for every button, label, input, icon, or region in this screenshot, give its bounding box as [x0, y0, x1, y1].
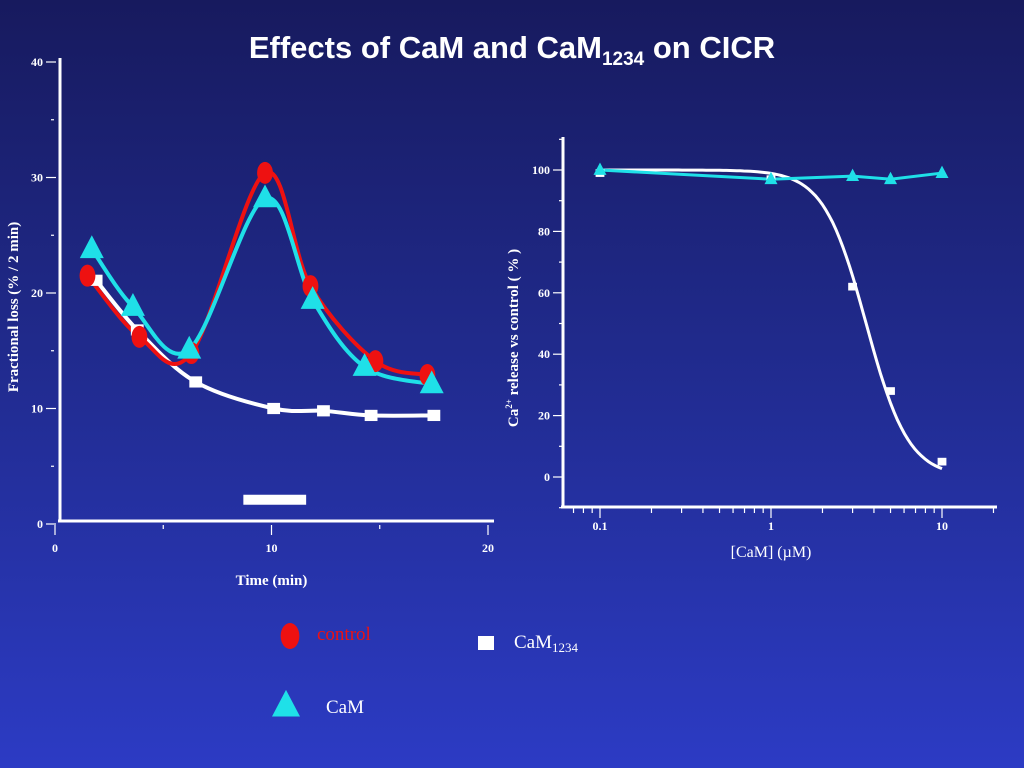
legend-label-cam1234: CaM1234: [514, 632, 578, 656]
point-cam1234: [848, 282, 857, 291]
right-y-tick-label: 60: [538, 286, 550, 300]
legend-marker-control: [280, 623, 300, 649]
left-x-tick-label: 10: [266, 541, 278, 555]
point-cam: [79, 235, 104, 259]
left-y-tick-label: 30: [31, 171, 43, 185]
line-cam1234: [94, 279, 434, 418]
point-cam: [300, 286, 325, 309]
legend-markers: [272, 623, 494, 717]
point-cam: [884, 171, 898, 185]
point-control: [131, 325, 148, 348]
left-y-tick-label: 20: [31, 286, 43, 300]
point-control: [257, 161, 273, 184]
stimulus-bar: [243, 494, 307, 505]
point-cam: [935, 165, 949, 178]
title-tail: on CICR: [644, 30, 776, 65]
left-y-tick-label: 40: [31, 55, 43, 69]
point-cam: [253, 184, 278, 208]
point-cam: [352, 353, 377, 376]
right-y-tick-label: 40: [538, 347, 550, 361]
right-y-tick-label: 0: [544, 470, 550, 484]
right-y-tick-label: 100: [532, 163, 550, 177]
right-x-tick-label: 1: [768, 519, 774, 533]
legend-cam1234-main: CaM: [514, 632, 552, 653]
legend-label-cam: CaM: [326, 697, 364, 718]
left-y-tick-label: 0: [37, 517, 43, 531]
point-cam1234: [267, 402, 281, 415]
point-cam1234: [427, 409, 441, 422]
point-cam: [177, 335, 202, 359]
point-cam1234: [189, 376, 203, 388]
right-y-tick-label: 80: [538, 224, 550, 238]
left-x-tick-label: 20: [482, 541, 494, 555]
left-x-tick-label: 0: [52, 541, 58, 555]
point-cam: [764, 171, 778, 185]
legend-cam1234-sub: 1234: [552, 640, 578, 655]
fit-curve-cam1234: [600, 168, 943, 470]
point-control: [79, 264, 96, 287]
point-cam: [846, 168, 860, 182]
right-x-tick-label: 10: [936, 519, 948, 533]
legend-marker-cam1234: [478, 636, 494, 650]
point-cam1234: [886, 387, 895, 395]
point-cam1234: [937, 457, 947, 466]
right-y-axis-title: Ca2+ release vs control ( % ): [504, 249, 522, 427]
point-cam: [593, 162, 607, 175]
left-x-axis-title: Time (min): [236, 573, 308, 589]
title-main: Effects of CaM and CaM: [248, 30, 602, 65]
dose-response-chart: 0 20 40 60 80 100 0.1 1 10 [CaM] (µM) Ca2+ release…: [504, 137, 997, 561]
legend-marker-cam: [272, 689, 300, 717]
right-x-axis-title: [CaM] (µM): [731, 544, 812, 561]
point-cam1234: [89, 274, 103, 286]
right-y-tick-label: 20: [538, 409, 550, 423]
point-cam: [120, 293, 145, 316]
point-cam1234: [317, 405, 330, 417]
right-x-tick-label: 0.1: [593, 519, 608, 533]
left-y-tick-label: 10: [31, 402, 43, 416]
legend-label-control: control: [317, 624, 371, 645]
point-cam: [419, 370, 444, 394]
point-cam1234: [364, 409, 378, 422]
left-y-axis-title: Fractional loss (% / 2 min): [6, 222, 22, 392]
time-course-chart: 0 10 20 30 40 0 10 20 Time (min) Fractional loss …: [6, 55, 494, 589]
slide-title: Effects of CaM and CaM1234 on CICR: [0, 30, 1024, 71]
title-subscript: 1234: [601, 49, 645, 70]
